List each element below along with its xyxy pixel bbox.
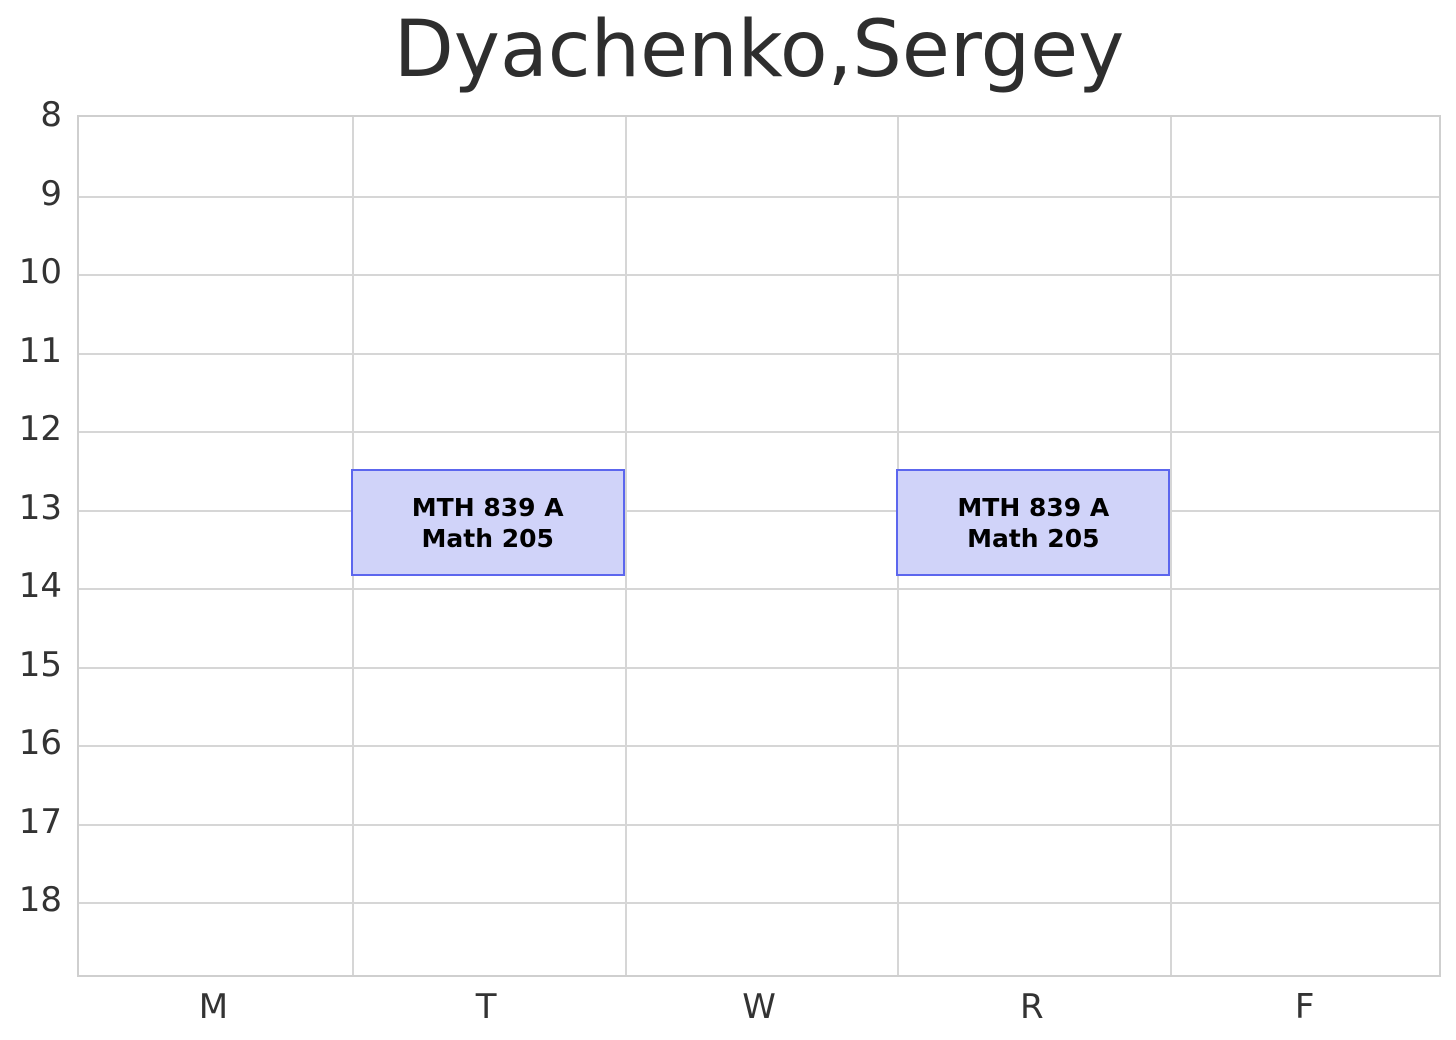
y-tick-label: 8 (40, 95, 62, 135)
event-subtitle: Math 205 (967, 523, 1100, 553)
hour-gridline (79, 352, 1439, 355)
hour-gridline (79, 745, 1439, 748)
event-block: MTH 839 A Math 205 (350, 469, 625, 577)
hour-gridline (79, 588, 1439, 591)
y-tick-label: 18 (18, 880, 62, 921)
hour-gridline (79, 666, 1439, 669)
y-tick-label: 13 (18, 487, 62, 528)
hour-gridline (79, 274, 1439, 276)
event-title: MTH 839 A (411, 492, 564, 522)
day-gridline (624, 117, 627, 975)
x-tick-label-R: R (1019, 987, 1044, 1027)
hour-gridline (79, 509, 1439, 512)
chart-title: Dyachenko,Sergey (393, 5, 1125, 95)
y-tick-label: 9 (40, 173, 62, 214)
y-tick-label: 10 (18, 252, 62, 292)
x-tick-label-W: W (742, 987, 776, 1027)
hour-gridline (79, 902, 1439, 905)
y-tick-label: 15 (18, 644, 62, 685)
event-title: MTH 839 A (957, 492, 1110, 522)
day-gridline (1170, 117, 1173, 975)
x-tick-label-T: T (475, 987, 497, 1027)
y-tick-label: 12 (18, 409, 62, 450)
plot-area: MTH 839 A Math 205 MTH 839 A Math 205 (77, 115, 1441, 977)
event-subtitle: Math 205 (421, 523, 554, 553)
event-block: MTH 839 A Math 205 (896, 469, 1171, 577)
y-tick-label: 14 (18, 566, 62, 607)
x-tick-label-F: F (1294, 987, 1315, 1027)
y-tick-label: 11 (18, 330, 62, 371)
y-tick-label: 17 (18, 801, 62, 842)
hour-gridline (79, 823, 1439, 826)
hour-gridline (79, 431, 1439, 434)
y-tick-label: 16 (18, 723, 62, 764)
x-tick-label-M: M (198, 987, 229, 1027)
hour-gridline (79, 195, 1439, 198)
